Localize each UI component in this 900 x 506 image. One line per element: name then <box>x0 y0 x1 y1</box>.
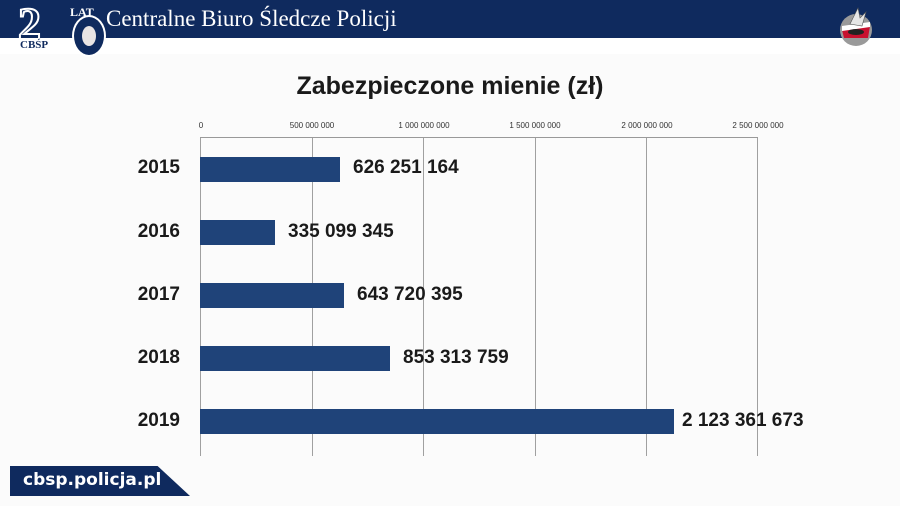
logo-cbsp: CBŚP <box>18 39 51 51</box>
bar-2015 <box>200 157 340 182</box>
x-tick: 1 500 000 000 <box>509 121 561 130</box>
category-label: 2015 <box>137 157 180 178</box>
gridline <box>646 138 647 456</box>
header-underline <box>0 38 900 54</box>
gridline <box>535 138 536 456</box>
bar-2019 <box>200 409 674 434</box>
value-label: 643 720 395 <box>357 284 463 305</box>
website-banner[interactable]: cbsp.policja.pl <box>10 466 190 496</box>
gridline <box>757 138 758 456</box>
category-label: 2016 <box>137 221 180 242</box>
logo-lat: LAT <box>70 5 94 19</box>
x-tick: 2 000 000 000 <box>621 121 673 130</box>
chart-title: Zabezpieczone mienie (zł) <box>296 72 604 100</box>
organization-name: Centralne Biuro Śledcze Policji <box>106 6 397 31</box>
website-url[interactable]: cbsp.policja.pl <box>23 470 162 490</box>
x-tick: 500 000 000 <box>289 121 335 130</box>
gridline <box>423 138 424 456</box>
category-label: 2017 <box>137 284 180 305</box>
category-label: 2019 <box>137 410 180 431</box>
police-eagle-emblem-icon <box>840 7 872 46</box>
bar-2016 <box>200 220 275 245</box>
value-label: 853 313 759 <box>403 347 509 368</box>
category-label: 2018 <box>137 347 180 368</box>
logo-zero-medal <box>72 15 106 57</box>
value-label: 335 099 345 <box>288 221 394 242</box>
x-tick: 2 500 000 000 <box>732 121 784 130</box>
value-label: 2 123 361 673 <box>682 410 804 431</box>
header-bar <box>0 0 900 38</box>
x-tick: 1 000 000 000 <box>398 121 450 130</box>
bar-2017 <box>200 283 344 308</box>
x-tick: 0 <box>198 121 204 130</box>
bar-2018 <box>200 346 390 371</box>
cbsp-20-years-logo: 2 LAT CBŚP <box>16 0 106 57</box>
value-label: 626 251 164 <box>353 157 459 178</box>
